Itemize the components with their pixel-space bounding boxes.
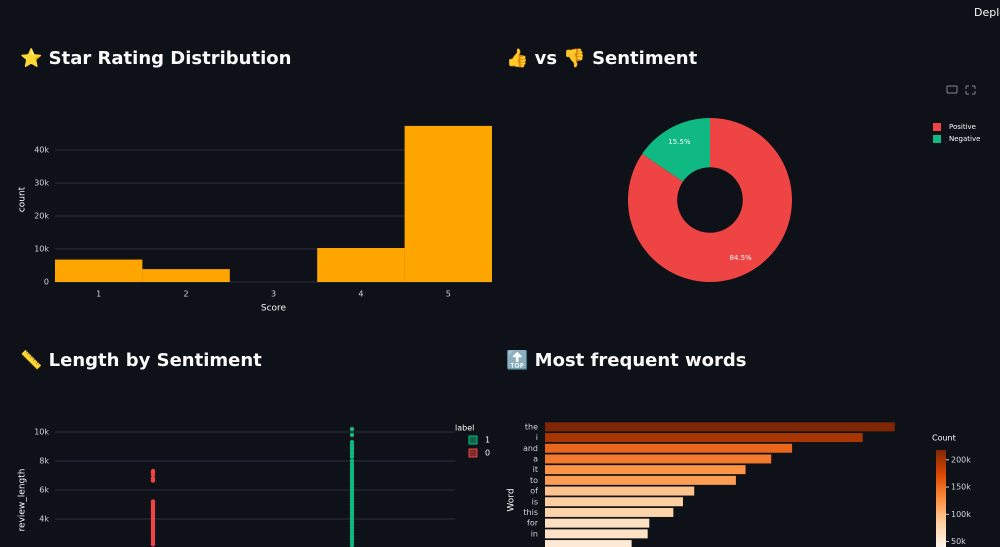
- y-tick-label: 10k: [34, 427, 49, 436]
- colorbar-tick-label: 200k: [951, 455, 971, 464]
- legend-swatch: [468, 448, 478, 458]
- legend-swatch: [933, 135, 941, 143]
- x-tick-label: 4: [358, 290, 363, 299]
- slice-label: 15.5%: [668, 138, 691, 146]
- y-tick-label: 8k: [39, 456, 49, 465]
- bar: [545, 465, 746, 475]
- y-tick-label: the: [525, 422, 538, 431]
- point: [349, 542, 355, 547]
- y-tick-label: 0: [44, 278, 49, 287]
- y-tick-label: to: [530, 476, 538, 485]
- legend-label: 0: [485, 449, 490, 458]
- x-tick-label: 5: [446, 290, 451, 299]
- pie-slice: [628, 117, 792, 282]
- bar: [404, 125, 492, 282]
- point: [349, 454, 355, 459]
- point: [349, 432, 355, 438]
- bar: [142, 269, 230, 282]
- colorbar-tick-label: 100k: [951, 510, 971, 519]
- legend-swatch: [468, 435, 478, 445]
- slice-label: 84.5%: [729, 254, 752, 262]
- fullscreen-icon[interactable]: [965, 85, 976, 95]
- chart-title: 👍 vs 👎 Sentiment: [506, 47, 698, 69]
- bar: [545, 433, 863, 443]
- colorbar-title: Count: [932, 434, 956, 443]
- bar: [545, 518, 650, 528]
- y-tick-label: this: [523, 508, 538, 517]
- y-tick-label: 6k: [39, 485, 49, 494]
- bar: [55, 259, 143, 282]
- deploy-button[interactable]: Deploy: [974, 6, 1000, 19]
- y-tick-label: 20k: [34, 212, 49, 221]
- x-tick-label: 1: [96, 290, 101, 299]
- y-tick-label: 10k: [34, 245, 49, 254]
- point: [150, 478, 156, 483]
- y-tick-label: is: [532, 497, 538, 506]
- y-tick-label: 4k: [39, 514, 49, 523]
- bar: [545, 443, 793, 453]
- bar: [545, 486, 695, 496]
- y-tick-label: 40k: [34, 146, 49, 155]
- colorbar: [936, 450, 946, 547]
- legend-title: label: [455, 424, 474, 433]
- x-tick-label: 2: [184, 290, 189, 299]
- x-tick-label: 3: [271, 290, 276, 299]
- legend-label: Negative: [949, 135, 980, 143]
- y-axis-label: count: [18, 186, 28, 212]
- legend-label: 1: [485, 436, 490, 445]
- y-tick-label: 30k: [34, 179, 49, 188]
- bar: [545, 540, 632, 547]
- bar: [317, 248, 405, 282]
- point: [349, 426, 355, 432]
- bar: [545, 507, 674, 517]
- modebar: [946, 85, 976, 95]
- bar: [545, 529, 648, 539]
- chart-title: 🔝 Most frequent words: [506, 349, 747, 371]
- colorbar-tick-label: 50k: [951, 537, 966, 546]
- y-tick-label: i: [536, 433, 538, 442]
- pie-slice: [642, 117, 710, 182]
- point: [150, 472, 156, 477]
- y-tick-label: of: [530, 487, 538, 496]
- legend-label: Positive: [949, 123, 976, 131]
- y-axis-label: review_length: [18, 469, 28, 532]
- y-tick-label: in: [531, 529, 538, 538]
- camera-icon[interactable]: [946, 85, 958, 94]
- y-axis-label: Word: [507, 488, 517, 511]
- colorbar-tick-label: 150k: [951, 483, 971, 492]
- y-tick-label: for: [527, 519, 539, 528]
- bar: [545, 422, 895, 432]
- chart-title: 📏 Length by Sentiment: [20, 349, 262, 371]
- y-tick-label: and: [523, 444, 538, 453]
- x-axis-label: Score: [261, 304, 287, 314]
- bar: [545, 475, 736, 485]
- bar: [545, 497, 683, 507]
- y-tick-label: it: [533, 465, 538, 474]
- point: [150, 542, 156, 547]
- chart-title: ⭐ Star Rating Distribution: [20, 47, 291, 69]
- bar: [545, 454, 772, 464]
- legend-swatch: [933, 123, 941, 131]
- y-tick-label: a: [533, 454, 538, 463]
